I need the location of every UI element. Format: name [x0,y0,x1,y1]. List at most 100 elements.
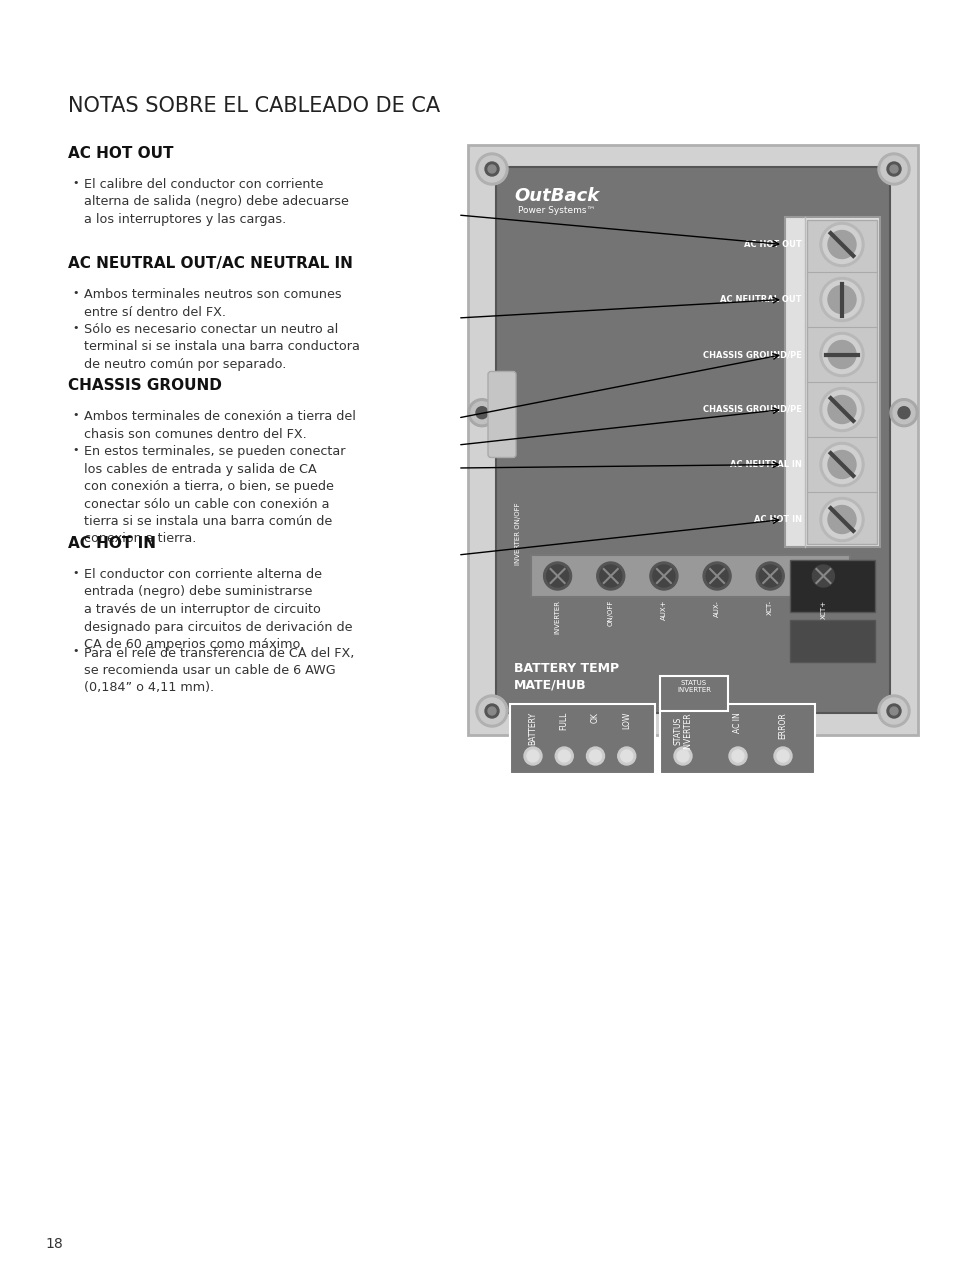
Circle shape [877,153,909,184]
Text: ERROR: ERROR [778,712,786,739]
Text: BATTERY: BATTERY [528,712,537,745]
Circle shape [820,223,863,267]
Text: INVERTER: INVERTER [554,600,560,633]
Circle shape [526,750,538,762]
Circle shape [827,230,855,258]
Circle shape [649,562,678,590]
Circle shape [484,703,498,717]
FancyBboxPatch shape [488,371,516,458]
Text: CHASSIS GROUND/PE: CHASSIS GROUND/PE [702,350,801,359]
Bar [789,560,874,612]
Text: XCT-: XCT- [766,600,773,616]
Circle shape [822,281,861,318]
Circle shape [889,398,917,426]
Circle shape [702,562,730,590]
Text: •: • [71,410,78,420]
Circle shape [673,747,691,764]
Circle shape [523,747,541,764]
Circle shape [889,165,897,173]
Circle shape [728,747,746,764]
Circle shape [827,285,855,313]
Text: El conductor con corriente alterna de
entrada (negro) debe suministrarse
a travé: El conductor con corriente alterna de en… [84,569,352,651]
Text: FULL: FULL [559,712,568,730]
Circle shape [677,750,688,762]
Circle shape [820,443,863,486]
Circle shape [478,156,504,182]
Circle shape [812,565,834,586]
Text: El calibre del conductor con corriente
alterna de salida (negro) debe adecuarse
: El calibre del conductor con corriente a… [84,178,349,226]
Circle shape [892,402,914,424]
Circle shape [599,565,621,586]
Circle shape [558,750,570,762]
Circle shape [820,388,863,431]
Circle shape [586,747,604,764]
Circle shape [652,565,674,586]
Circle shape [476,695,507,728]
Text: •: • [71,287,78,298]
Text: •: • [71,569,78,577]
Bar [784,218,879,547]
Circle shape [820,497,863,542]
Text: En estos terminales, se pueden conectar
los cables de entrada y salida de CA
con: En estos terminales, se pueden conectar … [84,445,345,546]
Circle shape [476,153,507,184]
Text: CHASSIS GROUND: CHASSIS GROUND [68,378,222,393]
Circle shape [488,165,496,173]
Text: AC HOT OUT: AC HOT OUT [743,240,801,249]
Text: Ambos terminales de conexión a tierra del
chasis son comunes dentro del FX.: Ambos terminales de conexión a tierra de… [84,410,355,440]
Text: LOW: LOW [621,712,631,729]
Circle shape [597,562,624,590]
Text: •: • [71,178,78,188]
Text: AC IN: AC IN [733,712,741,733]
Circle shape [827,341,855,369]
Bar [659,675,727,711]
Circle shape [756,562,783,590]
Text: XCT+: XCT+ [820,600,825,619]
Circle shape [543,562,571,590]
Circle shape [897,407,909,418]
Circle shape [468,398,496,426]
Circle shape [827,396,855,424]
Text: AC HOT IN: AC HOT IN [68,536,156,551]
Bar [468,145,917,735]
Text: Sólo es necesario conectar un neutro al
terminal si se instala una barra conduct: Sólo es necesario conectar un neutro al … [84,323,359,371]
Circle shape [773,747,791,764]
Text: Power Systems™: Power Systems™ [517,206,595,215]
Text: INVERTER ON/OFF: INVERTER ON/OFF [515,502,520,565]
Bar [496,167,889,714]
Circle shape [484,162,498,176]
Bar [806,220,876,544]
Text: •: • [71,323,78,333]
Text: OutBack: OutBack [514,187,598,205]
Circle shape [827,505,855,533]
Text: •: • [71,445,78,455]
Text: CHASSIS GROUND/PE: CHASSIS GROUND/PE [702,404,801,413]
Circle shape [822,336,861,374]
Bar [659,703,814,773]
Circle shape [488,707,496,715]
Text: AC HOT OUT: AC HOT OUT [68,146,173,162]
Circle shape [618,747,635,764]
Text: STATUS
INVERTER: STATUS INVERTER [673,712,692,749]
Bar [789,619,874,661]
Circle shape [822,225,861,263]
Circle shape [822,445,861,483]
Circle shape [808,562,837,590]
Circle shape [555,747,573,764]
Circle shape [589,750,601,762]
Circle shape [820,332,863,377]
Circle shape [620,750,632,762]
Text: Para el relé de transferencia de CA del FX,
se recomienda usar un cable de 6 AWG: Para el relé de transferencia de CA del … [84,646,354,695]
Bar [531,555,849,597]
Circle shape [759,565,781,586]
Circle shape [889,707,897,715]
Circle shape [877,695,909,728]
Text: AUX+: AUX+ [660,600,666,621]
Text: AC NEUTRAL OUT/AC NEUTRAL IN: AC NEUTRAL OUT/AC NEUTRAL IN [68,256,353,271]
Bar [510,703,655,773]
Text: AC HOT IN: AC HOT IN [753,515,801,524]
Text: STATUS
INVERTER: STATUS INVERTER [677,681,710,693]
Text: •: • [71,646,78,656]
Text: AUX-: AUX- [714,600,720,617]
Text: NOTAS SOBRE EL CABLEADO DE CA: NOTAS SOBRE EL CABLEADO DE CA [68,95,439,116]
Circle shape [827,450,855,478]
